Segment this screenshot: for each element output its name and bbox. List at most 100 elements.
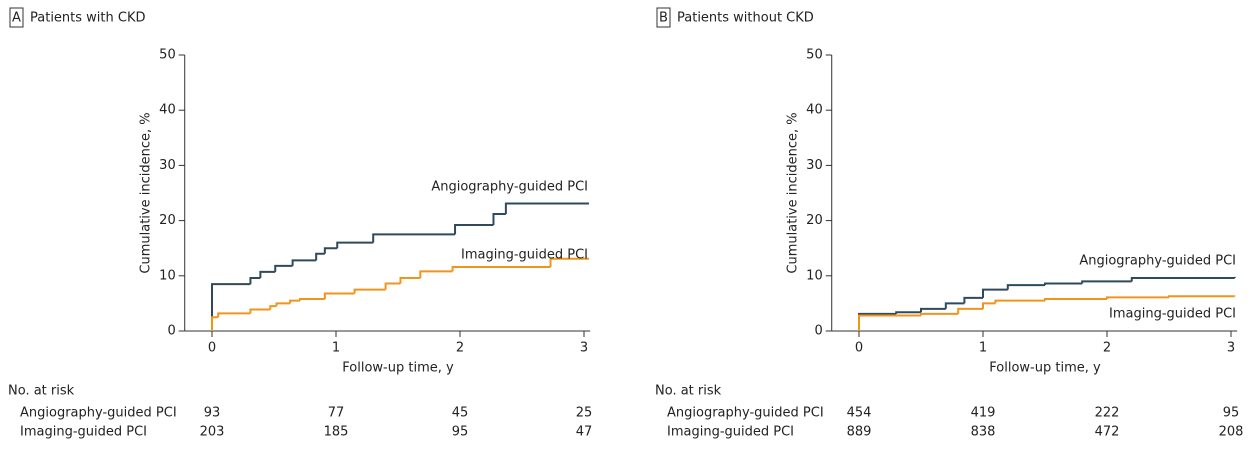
step-segment [315,252,325,261]
risk-row-name: Angiography-guided PCI [20,406,177,421]
panel-label: B [659,11,668,26]
step-segment [249,277,261,285]
y-tick-label: 10 [159,268,176,283]
y-tick-label: 50 [806,48,823,63]
risk-row-name: Angiography-guided PCI [667,406,824,421]
step-segment [504,202,589,214]
step-segment [1106,296,1169,299]
panel-label-box [9,7,24,28]
panel-title: Patients without CKD [677,11,814,26]
x-axis-label: Follow-up time, y [342,361,454,376]
risk-value: 419 [971,406,996,421]
step-segment [1044,282,1083,286]
risk-value: 45 [452,406,469,421]
step-segment [451,265,551,272]
step-segment [982,288,1008,298]
x-tick-label: 1 [979,341,987,356]
y-tick-label: 20 [806,213,823,228]
step-segment [353,288,386,294]
step-segment [858,314,921,331]
risk-value: 95 [452,425,469,440]
y-tick-label: 30 [159,158,176,173]
risk-value: 454 [847,406,872,421]
y-tick-label: 40 [159,103,176,118]
step-segment [895,311,921,314]
x-tick-label: 3 [580,341,588,356]
risk-value: 77 [328,406,345,421]
x-axis-label: Follow-up time, y [989,361,1101,376]
step-segment [275,302,291,307]
risk-value: 889 [847,425,872,440]
series-label: Angiography-guided PCI [431,180,588,195]
step-segment [1006,284,1045,290]
x-tick-label: 2 [456,341,464,356]
step-segment [269,305,277,310]
series-label: Imaging-guided PCI [1109,307,1236,322]
risk-value: 47 [576,425,593,440]
risk-row-name: Imaging-guided PCI [667,425,794,440]
y-tick-label: 20 [159,213,176,228]
step-segment [291,259,317,266]
y-tick-label: 0 [167,324,175,339]
y-tick-label: 30 [806,158,823,173]
step-segment [372,233,456,243]
risk-table-title: No. at risk [655,384,722,399]
x-tick-label: 0 [208,341,216,356]
risk-table-title: No. at risk [8,384,75,399]
y-tick-label: 50 [159,48,176,63]
x-tick-label: 1 [332,341,340,356]
step-segment [454,224,494,235]
series-label: Angiography-guided PCI [1079,254,1236,269]
step-segment [1130,277,1235,282]
y-axis-label: Cumulative incidence, % [786,112,801,273]
step-segment [994,299,1045,304]
panel: A Patients with CKD 0 10 20 30 40 50 0 1 2 3 Follow-… [8,7,593,440]
risk-row-name: Imaging-guided PCI [20,425,147,440]
series-label: Imaging-guided PCI [461,248,588,263]
risk-value: 25 [576,406,593,421]
step-segment [920,307,946,313]
step-segment [211,283,251,331]
risk-value: 93 [204,406,221,421]
step-segment [944,302,965,309]
step-segment [336,241,374,249]
step-segment [384,282,401,290]
panel-label: A [12,11,21,26]
y-tick-label: 0 [814,324,822,339]
step-segment [259,270,276,279]
risk-value: 222 [1095,406,1120,421]
x-tick-label: 3 [1227,341,1235,356]
step-segment [982,302,996,309]
step-segment [963,296,983,304]
step-segment [323,292,355,299]
step-segment [1168,295,1235,298]
step-segment [1044,297,1107,301]
y-tick-label: 40 [806,103,823,118]
risk-value: 185 [324,425,349,440]
step-segment [289,299,301,304]
step-segment [217,312,251,318]
step-segment [492,212,506,226]
step-segment [419,270,453,279]
y-axis-label: Cumulative incidence, % [139,112,154,273]
risk-value: 203 [200,425,225,440]
risk-value: 472 [1095,425,1120,440]
panel-title: Patients with CKD [30,11,146,26]
risk-value: 95 [1223,406,1240,421]
step-segment [920,312,959,316]
risk-value: 838 [971,425,996,440]
x-tick-label: 0 [855,341,863,356]
step-segment [211,316,219,331]
step-segment [249,308,271,314]
step-segment [323,247,338,254]
panel-label-box [656,7,671,28]
step-segment [299,297,325,301]
step-segment [957,307,983,314]
risk-value: 208 [1219,425,1244,440]
step-segment [274,264,293,272]
step-segment [399,277,421,284]
step-segment [1081,280,1132,284]
y-tick-label: 10 [806,268,823,283]
step-segment [549,257,589,267]
